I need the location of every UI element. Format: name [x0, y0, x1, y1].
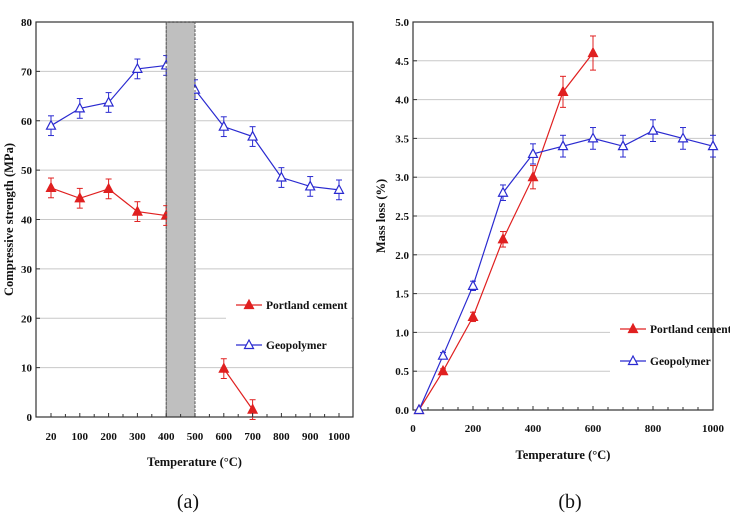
y-tick-label: 3.5: [395, 133, 409, 145]
data-point: [467, 310, 479, 321]
y-tick-label: 30: [21, 264, 33, 276]
x-axis-label: Temperature (°C): [516, 448, 611, 462]
legend-marker: [243, 338, 255, 350]
legend-marker: [627, 322, 639, 334]
panel-label: (b): [558, 491, 581, 513]
data-point: [437, 349, 449, 360]
data-point: [677, 132, 689, 143]
y-axis-label: Compressive strength (MPa): [2, 143, 16, 296]
y-tick-label: 20: [21, 313, 33, 325]
y-tick-label: 3.0: [395, 172, 409, 184]
data-point: [497, 232, 509, 244]
x-tick-label: 0: [410, 423, 416, 435]
data-point: [103, 182, 115, 193]
data-point: [587, 46, 599, 58]
x-axis-label: Temperature (°C): [147, 455, 242, 469]
data-point: [218, 362, 230, 373]
x-tick-label: 600: [216, 431, 233, 443]
x-tick-label: 1000: [328, 431, 351, 443]
data-point: [557, 139, 569, 151]
y-tick-label: 0.0: [395, 405, 409, 417]
data-point: [304, 180, 316, 191]
x-tick-label: 900: [302, 431, 319, 443]
data-point: [275, 171, 287, 182]
panel-label: (a): [177, 491, 199, 513]
data-point: [247, 130, 259, 141]
y-tick-label: 0.5: [395, 366, 409, 378]
legend-box: [610, 307, 730, 383]
x-tick-label: 400: [158, 431, 175, 443]
x-tick-label: 800: [645, 423, 662, 435]
data-point: [707, 139, 719, 151]
y-tick-label: 0: [27, 412, 33, 424]
legend-label: Geopolymer: [266, 340, 327, 352]
data-point: [74, 102, 86, 113]
y-axis-label: Mass loss (%): [374, 179, 388, 253]
data-point: [131, 62, 143, 74]
data-point: [527, 147, 539, 159]
y-tick-label: 40: [21, 215, 33, 227]
data-point: [617, 139, 629, 151]
y-tick-label: 1.0: [395, 327, 409, 339]
x-tick-label: 1000: [702, 423, 725, 435]
x-tick-label: 200: [100, 431, 117, 443]
data-point: [557, 85, 569, 96]
data-point: [103, 96, 115, 107]
y-tick-label: 2.0: [395, 250, 409, 262]
data-point: [131, 205, 143, 216]
y-tick-label: 1.5: [395, 289, 409, 301]
data-point: [333, 183, 345, 194]
y-tick-label: 70: [21, 66, 33, 78]
x-tick-label: 200: [465, 423, 482, 435]
data-point: [497, 186, 509, 197]
y-tick-label: 60: [21, 116, 33, 128]
data-point: [74, 191, 86, 203]
y-tick-label: 5.0: [395, 17, 409, 29]
y-tick-label: 80: [21, 17, 33, 29]
x-tick-label: 500: [187, 431, 204, 443]
y-tick-label: 2.5: [395, 211, 409, 223]
y-tick-label: 50: [21, 165, 33, 177]
legend-label: Portland cement: [266, 300, 348, 312]
x-tick-label: 700: [244, 431, 261, 443]
y-tick-label: 4.5: [395, 56, 409, 68]
data-point: [587, 132, 599, 143]
shaded-region-overlay: [167, 23, 194, 416]
legend-label: Geopolymer: [650, 356, 711, 368]
data-point: [527, 170, 539, 182]
x-tick-label: 100: [72, 431, 89, 443]
data-point: [413, 403, 425, 415]
x-tick-label: 600: [585, 423, 602, 435]
data-point: [45, 119, 57, 130]
legend-label: Portland cement: [650, 324, 730, 336]
x-tick-label: 800: [273, 431, 290, 443]
data-point: [437, 364, 449, 376]
series-line-portland-cement: [223, 368, 254, 410]
data-point: [467, 279, 479, 290]
y-tick-label: 10: [21, 363, 33, 375]
x-tick-label: 400: [525, 423, 542, 435]
y-tick-label: 4.0: [395, 95, 409, 107]
legend-marker: [627, 354, 639, 366]
data-point: [647, 124, 659, 135]
x-tick-label: 300: [129, 431, 146, 443]
x-tick-label: 20: [46, 431, 58, 443]
data-point: [218, 120, 230, 131]
legend-marker: [243, 298, 255, 310]
data-point: [45, 181, 57, 192]
